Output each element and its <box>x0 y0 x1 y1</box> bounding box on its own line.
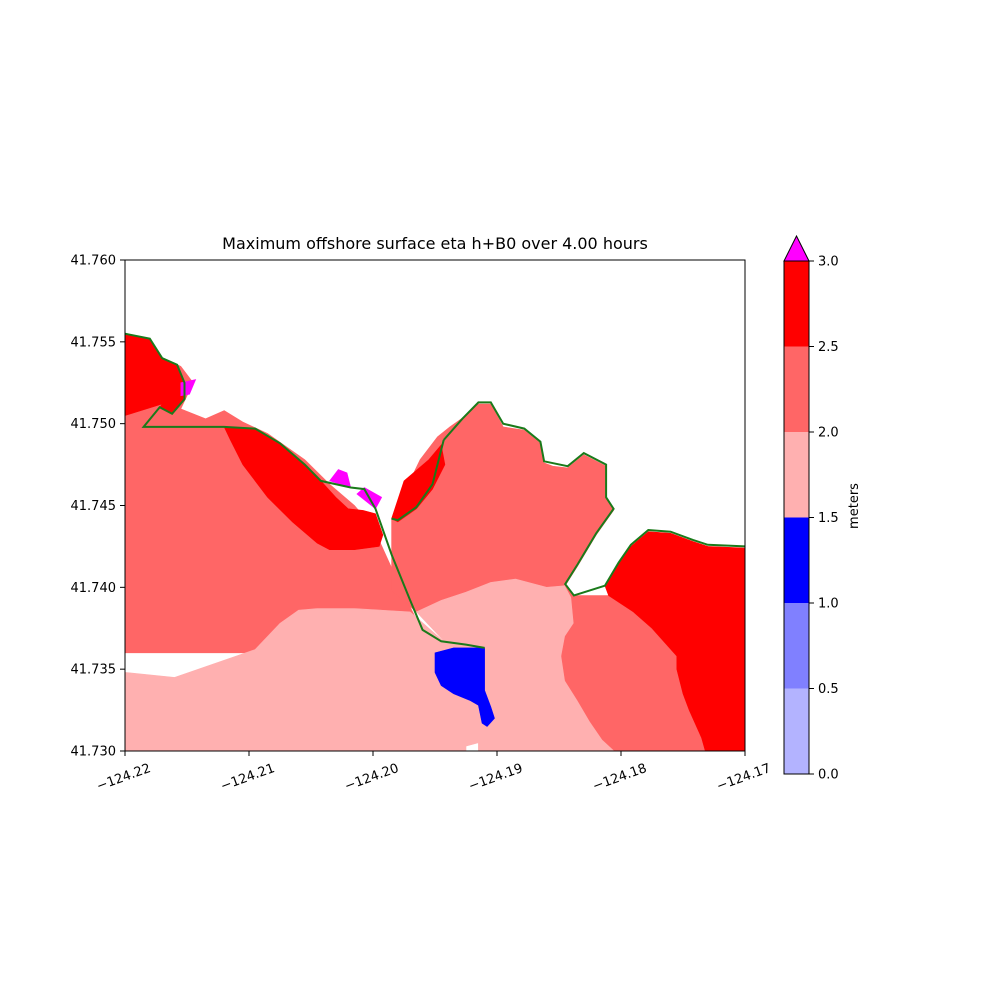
colorbar-tick-label: 2.0 <box>818 426 839 441</box>
colorbar-tick-label: 2.5 <box>818 340 839 355</box>
y-tick-label: 41.730 <box>71 745 117 760</box>
shoreline-contour-1 <box>442 401 745 597</box>
region-7 <box>391 444 446 523</box>
colorbar-segment <box>784 517 809 603</box>
colorbar-tick-label: 0.5 <box>818 682 839 697</box>
chart-title: Maximum offshore surface eta h+B0 over 4… <box>222 234 648 253</box>
colorbar-segment <box>784 261 809 347</box>
y-tick-label: 41.750 <box>71 417 117 432</box>
colorbar-tick-label: 1.0 <box>818 597 839 612</box>
y-tick-label: 41.735 <box>71 663 117 678</box>
shoreline-contour-0 <box>125 332 485 649</box>
y-tick-label: 41.740 <box>71 581 117 596</box>
y-axis: 41.730 41.735 41.740 41.745 41.750 41.755 41.7… <box>71 254 125 760</box>
y-tick-label: 41.745 <box>71 499 117 514</box>
y-tick-label: 41.760 <box>71 254 117 269</box>
region-9 <box>434 647 495 727</box>
colorbar-segment <box>784 346 809 432</box>
region-8 <box>604 531 745 751</box>
colorbar-tick-label: 1.5 <box>818 511 839 526</box>
colorbar-tick-label: 3.0 <box>818 255 839 270</box>
colorbar: 0.0 0.5 1.0 1.5 2.0 2.5 3.0 <box>783 234 839 783</box>
colorbar-tick-label: 0.0 <box>818 768 839 783</box>
colorbar-segment <box>784 432 809 518</box>
heatmap-regions <box>125 332 745 751</box>
shoreline-contour-2 <box>391 439 445 522</box>
region-11 <box>329 469 352 488</box>
colorbar-label: meters <box>847 483 862 529</box>
colorbar-segment <box>784 688 809 774</box>
colorbar-segment <box>784 603 809 689</box>
y-tick-label: 41.755 <box>71 335 117 350</box>
